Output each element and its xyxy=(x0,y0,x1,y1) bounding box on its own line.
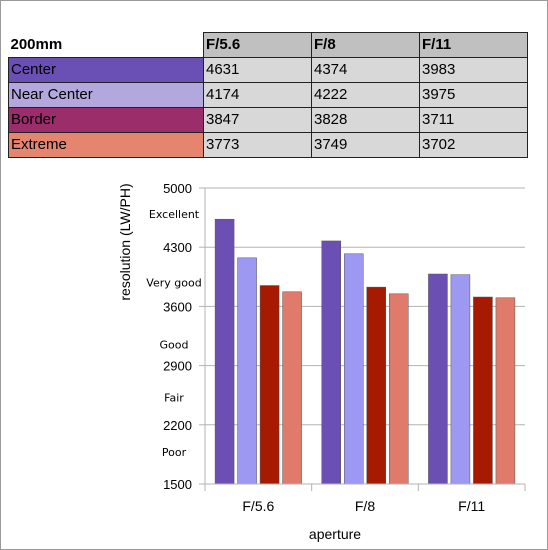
bar xyxy=(450,274,471,485)
y-tick-label: 1500 xyxy=(163,477,192,492)
bar xyxy=(495,297,516,485)
y-tick-label: 4300 xyxy=(163,240,192,255)
row-label: Extreme xyxy=(8,132,204,158)
bar xyxy=(428,273,448,485)
quality-label: Very good xyxy=(146,277,201,290)
table-cell: 3847 xyxy=(203,107,312,133)
table-cell: 3975 xyxy=(419,82,528,108)
table-cell: 3702 xyxy=(419,132,528,158)
row-label: Near Center xyxy=(8,82,204,108)
focal-length-header: 200mm xyxy=(8,32,204,58)
bar xyxy=(214,218,235,485)
table-cell: 4174 xyxy=(203,82,312,108)
quality-label: Excellent xyxy=(149,208,200,221)
row-label: Border xyxy=(8,107,204,133)
table-cell: 4374 xyxy=(311,57,420,83)
x-axis-title: aperture xyxy=(309,526,361,542)
bar xyxy=(389,293,409,485)
bar-chart: 1500 2200 2900 3600 4300 5000 Excellent Very go… xyxy=(117,181,526,542)
resolution-table: 200mm F/5.6 F/8 F/11 Center 4631 4374 3983 N… xyxy=(8,32,528,158)
row-label: Center xyxy=(8,57,204,83)
table-cell: 3749 xyxy=(311,132,420,158)
bar xyxy=(259,285,280,485)
quality-label: Fair xyxy=(164,392,184,405)
aperture-header: F/8 xyxy=(311,32,420,58)
table-cell: 3773 xyxy=(203,132,312,158)
bar xyxy=(282,291,302,485)
table-row: Extreme 3773 3749 3702 xyxy=(8,132,528,158)
table-cell: 3711 xyxy=(419,107,528,133)
y-tick-label: 5000 xyxy=(163,181,192,196)
y-tick-label: 2900 xyxy=(163,359,192,374)
aperture-header: F/5.6 xyxy=(203,32,312,58)
bar xyxy=(473,296,493,485)
bar xyxy=(321,240,341,485)
table-cell: 3828 xyxy=(311,107,420,133)
aperture-header: F/11 xyxy=(419,32,528,58)
y-tick-label: 2200 xyxy=(163,418,192,433)
table-cell: 3983 xyxy=(419,57,528,83)
x-tick-label: F/8 xyxy=(355,498,375,514)
table-cell: 4222 xyxy=(311,82,420,108)
quality-label: Poor xyxy=(162,446,187,459)
bar xyxy=(366,286,386,485)
bar xyxy=(237,257,257,485)
table-header-row: 200mm F/5.6 F/8 F/11 xyxy=(8,32,528,58)
table-row: Border 3847 3828 3711 xyxy=(8,107,528,133)
table-row: Center 4631 4374 3983 xyxy=(8,57,528,83)
bar xyxy=(344,253,364,485)
quality-label: Good xyxy=(160,338,189,351)
x-tick-label: F/5.6 xyxy=(242,498,274,514)
table-row: Near Center 4174 4222 3975 xyxy=(8,82,528,108)
y-tick-label: 3600 xyxy=(163,299,192,314)
x-tick-label: F/11 xyxy=(458,498,485,514)
y-axis-title: resolution (LW/PH) xyxy=(117,183,133,300)
table-cell: 4631 xyxy=(203,57,312,83)
